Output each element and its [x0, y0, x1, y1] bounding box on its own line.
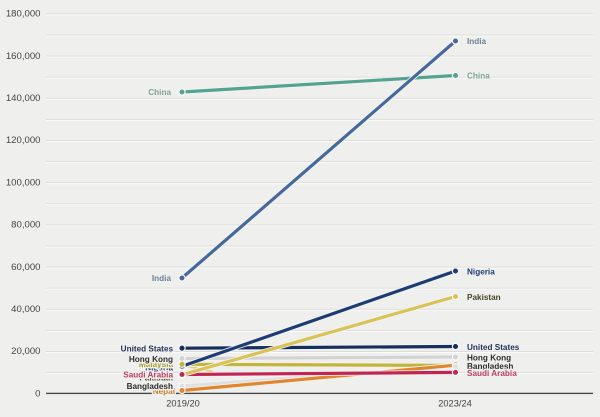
svg-text:Nepal: Nepal	[467, 361, 489, 370]
svg-text:Hong Kong: Hong Kong	[129, 355, 173, 364]
svg-text:Pakistan: Pakistan	[139, 373, 173, 382]
svg-text:Hong Kong: Hong Kong	[467, 353, 511, 362]
svg-text:180,000: 180,000	[6, 9, 41, 20]
svg-text:Bangladesh: Bangladesh	[467, 362, 513, 371]
svg-text:0: 0	[35, 388, 40, 399]
svg-text:United States: United States	[121, 345, 174, 354]
svg-text:India: India	[152, 274, 172, 283]
svg-text:Malaysia: Malaysia	[467, 362, 502, 371]
svg-text:Nigeria: Nigeria	[145, 363, 173, 372]
svg-text:Saudi Arabia: Saudi Arabia	[467, 369, 517, 378]
svg-text:China: China	[148, 88, 171, 97]
svg-text:China: China	[467, 72, 490, 81]
svg-text:100,000: 100,000	[6, 177, 41, 188]
svg-text:Nigeria: Nigeria	[467, 267, 495, 276]
svg-text:60,000: 60,000	[11, 262, 40, 273]
svg-text:Bangladesh: Bangladesh	[127, 382, 173, 391]
svg-text:2023/24: 2023/24	[438, 399, 472, 409]
svg-text:Malaysia: Malaysia	[139, 360, 174, 369]
svg-text:United States: United States	[467, 343, 520, 352]
svg-text:120,000: 120,000	[6, 135, 41, 146]
svg-text:80,000: 80,000	[11, 220, 40, 231]
svg-text:Nepal: Nepal	[153, 387, 175, 396]
svg-text:2019/20: 2019/20	[166, 399, 200, 409]
svg-text:40,000: 40,000	[11, 304, 40, 315]
svg-text:Pakistan: Pakistan	[467, 293, 501, 302]
svg-text:140,000: 140,000	[6, 93, 41, 104]
svg-text:Saudi Arabia: Saudi Arabia	[123, 371, 173, 380]
svg-text:160,000: 160,000	[6, 51, 41, 62]
svg-text:India: India	[467, 37, 487, 46]
svg-text:20,000: 20,000	[11, 346, 40, 357]
